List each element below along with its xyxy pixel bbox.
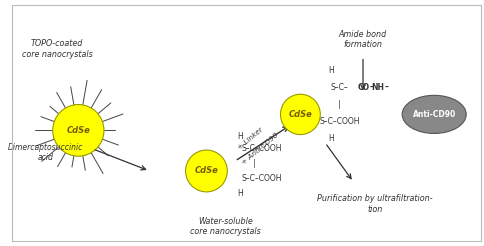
Text: S–C–COOH: S–C–COOH <box>242 144 282 153</box>
Text: –: – <box>370 83 374 92</box>
Text: |: | <box>338 100 341 109</box>
Text: Dimercaptosuccinic
acid: Dimercaptosuccinic acid <box>7 143 83 162</box>
Text: S–C–: S–C– <box>331 83 348 92</box>
Ellipse shape <box>53 105 104 156</box>
Text: Anti-CD90: Anti-CD90 <box>412 110 456 119</box>
Ellipse shape <box>280 94 320 135</box>
Text: CdSe: CdSe <box>195 167 218 175</box>
Text: CdSe: CdSe <box>66 126 90 135</box>
Text: |: | <box>253 159 255 168</box>
Text: + Linker: + Linker <box>237 127 264 151</box>
Text: S–C–COOH: S–C–COOH <box>242 174 282 183</box>
Text: CO: CO <box>357 83 370 92</box>
Text: Amide bond
formation: Amide bond formation <box>339 30 387 49</box>
Ellipse shape <box>185 150 227 192</box>
Text: + Anti-CD90: + Anti-CD90 <box>241 132 279 166</box>
Ellipse shape <box>402 95 466 133</box>
Text: TOPO-coated
core nanocrystals: TOPO-coated core nanocrystals <box>22 40 92 59</box>
Text: Purification by ultrafiltration-
tion: Purification by ultrafiltration- tion <box>317 195 433 214</box>
Text: NH: NH <box>371 83 384 92</box>
Text: H: H <box>237 189 242 198</box>
Text: CdSe: CdSe <box>288 110 312 119</box>
Text: S–C–COOH: S–C–COOH <box>319 117 360 126</box>
Text: H: H <box>328 66 334 75</box>
Text: H: H <box>328 135 334 143</box>
Text: Water-soluble
core nanocrystals: Water-soluble core nanocrystals <box>190 217 261 236</box>
Text: H: H <box>237 132 242 141</box>
Text: –: – <box>384 83 388 92</box>
